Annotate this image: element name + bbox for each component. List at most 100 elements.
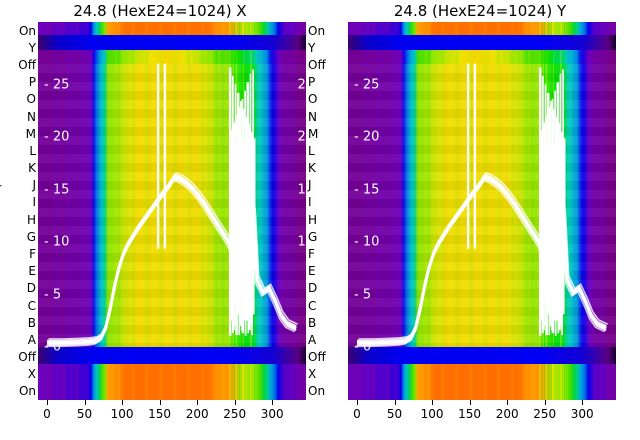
x-axis-tick [159,400,161,405]
x-axis-tick-label: 100 [420,407,444,421]
x-axis-y: 0 50 100 150 200 250 300 [320,400,640,440]
inner-y-tick-label: - 20 [354,129,380,145]
category-tick-label: N [308,109,317,124]
x-axis-tick-label: 0 [43,407,51,421]
x-axis-tick-label: 50 [386,407,403,421]
x-axis-tick-label: 150 [458,407,482,421]
inner-y-tick-label: 10 [297,234,306,250]
inner-y-tick-label: 25 [297,77,306,93]
heatmap-streaks [38,22,306,36]
heatmap-streaks [348,50,616,64]
inner-y-tick-label: - 15 [354,182,380,198]
category-tick-label: I [32,195,36,210]
category-tick-label: X [308,367,317,382]
heatmap-cell-banding [348,63,616,348]
x-axis-tick [234,400,236,405]
x-axis-tick [582,400,584,405]
inner-y-tick-label: - 15 [44,182,70,198]
category-tick-label: B [27,315,36,330]
category-tick-label: F [29,246,36,261]
category-tick-label: Off [18,57,36,72]
category-tick-label: P [308,75,316,90]
x-axis-tick [394,400,396,405]
heatmap-band [348,50,616,64]
heatmap-streaks [348,22,616,36]
x-axis-tick [357,400,358,405]
heatmap-cell-banding [38,63,306,348]
inner-y-tick-label: - 0 [44,339,62,355]
category-tick-label: G [308,229,318,244]
heatmap-band [348,364,616,400]
panel-x: 24.8 (HexE24=1024) X Dipole On Y Off P O N M L K… [0,2,326,440]
category-tick-label: E [28,264,36,279]
category-tick-label: M [308,126,319,141]
heatmap-band [38,50,306,64]
heatmap-band [38,35,306,51]
heatmap-band [348,22,616,36]
x-axis-tick-label: 200 [185,407,209,421]
heatmap-x[interactable]: - 25- 20- 15- 10- 5- 0 2520151050 [38,22,306,400]
panel-x-title: 24.8 (HexE24=1024) X [73,2,247,20]
category-tick-label: B [308,315,317,330]
inner-y-tick-label: - 10 [44,234,70,250]
panel-y: 24.8 (HexE24=1024) Y - 25 - 20 - 15 - 10 - 5… [320,0,640,440]
x-axis-tick [432,400,434,405]
category-tick-label: C [27,298,36,313]
heatmap-streaks [348,364,616,400]
category-tick-label: A [27,332,36,347]
x-axis-x: 0 50 100 150 200 250 300 [0,400,320,440]
category-tick-label: H [308,212,318,227]
x-axis-tick [197,400,199,405]
category-tick-label: P [28,75,36,90]
heatmap-band [38,364,306,400]
category-tick-label: Y [28,40,36,55]
category-tick-label: Off [308,350,326,365]
category-tick-label: A [308,332,317,347]
heatmap-band [348,35,616,51]
category-tick-label: D [26,281,36,296]
inner-y-tick-label: - 5 [354,287,372,303]
inner-y-tick-label: - 5 [44,287,62,303]
x-axis-tick [272,400,274,405]
heatmap-streaks [38,364,306,400]
category-tick-label: J [308,178,312,193]
x-axis-tick [47,400,48,405]
category-tick-label: On [308,384,326,399]
category-tick-label: On [18,23,36,38]
category-tick-label: H [26,212,36,227]
category-tick-label: J [32,178,36,193]
x-axis-tick [122,400,124,405]
category-tick-label: G [26,229,36,244]
x-axis-tick-label: 200 [495,407,519,421]
category-tick-label: X [27,367,36,382]
category-tick-label: O [308,92,318,107]
x-axis-tick-label: 250 [533,407,557,421]
category-tick-label: Off [308,57,326,72]
x-axis-tick-label: 250 [223,407,247,421]
heatmap-band [38,347,306,365]
category-tick-label: Off [18,350,36,365]
x-axis-tick-label: 0 [353,407,361,421]
category-tick-label: On [308,23,326,38]
heatmap-y[interactable]: - 25 - 20 - 15 - 10 - 5 - 0 [348,22,616,400]
category-tick-label: N [27,109,36,124]
heatmap-band [348,347,616,365]
x-axis-tick-label: 100 [110,407,134,421]
category-axis-right-x: On Y Off P O N M L K J I H G F E D C B A Off X On [306,22,326,400]
x-axis-tick-label: 150 [148,407,172,421]
inner-y-tick-label: 20 [297,129,306,145]
inner-y-tick-label: 15 [297,182,306,198]
category-tick-label: D [308,281,318,296]
inner-y-tick-label: - 0 [354,339,372,355]
heatmap-band [38,22,306,36]
category-tick-label: L [308,143,315,158]
category-tick-label: F [308,246,315,261]
category-tick-label: On [18,384,36,399]
x-axis-tick-label: 50 [76,407,93,421]
category-tick-label: C [308,298,317,313]
category-tick-label: M [25,126,36,141]
heatmap-streaks [38,50,306,64]
category-tick-label: E [308,264,316,279]
category-axis-left: On Y Off P O N M L K J I H G F E D C B A Off X On [2,22,36,400]
